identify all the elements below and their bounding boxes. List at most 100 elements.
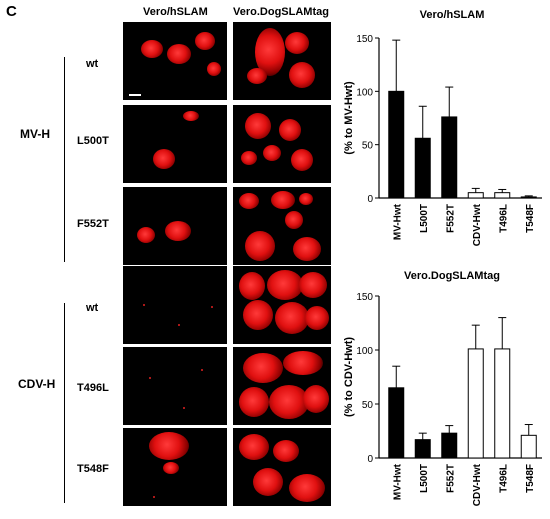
fluorescent-cell: [141, 40, 163, 58]
fluorescent-cell: [239, 434, 269, 460]
bar: [441, 432, 458, 459]
fluorescent-cell: [267, 270, 303, 300]
micrograph: [233, 187, 331, 265]
x-tick-label: L500T: [419, 204, 430, 233]
fluorescent-speck: [149, 377, 151, 379]
row-label-t548f: T548F: [77, 463, 109, 475]
fluorescent-cell: [245, 113, 271, 139]
fluorescent-cell: [167, 44, 191, 64]
bar: [441, 116, 458, 199]
chart-title: Vero/hSLAM: [420, 9, 485, 21]
fluorescent-cell: [247, 68, 267, 84]
x-tick-label: MV-Hwt: [392, 203, 403, 240]
y-tick-label: 0: [367, 194, 373, 205]
y-tick-label: 50: [362, 400, 374, 411]
y-axis-label: (% to CDV-Hwt): [343, 337, 355, 417]
micrograph: [123, 22, 227, 100]
fluorescent-cell: [239, 387, 269, 417]
bar: [388, 387, 405, 459]
cdv-h-bracket-line: [64, 303, 65, 503]
bar: [467, 192, 484, 199]
micrograph: [233, 347, 331, 425]
x-tick-label: T548F: [525, 464, 536, 493]
y-tick-label: 150: [356, 34, 373, 45]
fluorescent-cell: [293, 237, 321, 261]
fluorescent-cell: [241, 151, 257, 165]
fluorescent-cell: [245, 231, 275, 261]
fluorescent-cell: [183, 111, 199, 121]
fluorescent-cell: [243, 353, 283, 383]
micrograph: [233, 22, 331, 100]
row-label-l500t: L500T: [77, 135, 109, 147]
micrograph: [123, 105, 227, 183]
fluorescent-speck: [178, 324, 180, 326]
y-tick-label: 150: [356, 292, 373, 303]
fluorescent-cell: [163, 462, 179, 474]
micrograph: [123, 428, 227, 506]
micrograph: [123, 347, 227, 425]
x-tick-label: T496L: [498, 464, 509, 493]
fluorescent-cell: [165, 221, 191, 241]
fluorescent-cell: [283, 351, 323, 375]
panel-letter: C: [6, 3, 17, 20]
fluorescent-cell: [137, 227, 155, 243]
fluorescent-cell: [299, 272, 327, 298]
bar: [494, 192, 511, 199]
bar-chart-vero-dogslamtag: Vero.DogSLAMtag (% to CDV-Hwt) 0 50 100 150…: [343, 270, 542, 506]
fluorescent-cell: [303, 385, 329, 413]
y-tick-label: 100: [356, 346, 373, 357]
bar: [388, 90, 405, 199]
fluorescent-cell: [263, 145, 281, 161]
x-tick-label: CDV-Hwt: [472, 203, 483, 246]
fluorescent-cell: [291, 149, 313, 171]
x-tick-label: T496L: [498, 204, 509, 233]
group-label-mv-h: MV-H: [20, 127, 50, 141]
micrograph: [233, 428, 331, 506]
y-tick-label: 100: [356, 87, 373, 98]
row-label-f552t: F552T: [77, 218, 109, 230]
column-header-vero-dogslamtag: Vero.DogSLAMtag: [233, 6, 329, 18]
micrograph: [233, 266, 331, 344]
fluorescent-cell: [285, 32, 309, 54]
y-tick-label: 0: [367, 454, 373, 465]
bar: [414, 439, 431, 459]
row-label-t496l: T496L: [77, 382, 109, 394]
fluorescent-speck: [183, 407, 185, 409]
bar-chart-vero-hslam: Vero/hSLAM (% to MV-Hwt) 0 50 100 150 MV-Hwt…: [343, 9, 542, 246]
row-label-cdv-wt: wt: [86, 302, 99, 314]
fluorescent-cell: [289, 474, 325, 502]
bar: [494, 348, 511, 459]
fluorescent-speck: [211, 306, 213, 308]
x-tick-label: T548F: [525, 204, 536, 233]
fluorescent-cell: [279, 119, 301, 141]
y-axis-label: (% to MV-Hwt): [343, 81, 355, 155]
fluorescent-cell: [253, 468, 283, 496]
x-tick-label: F552T: [445, 204, 456, 233]
fluorescent-cell: [299, 193, 313, 205]
fluorescent-cell: [269, 385, 309, 419]
fluorescent-cell: [305, 306, 329, 330]
fluorescent-speck: [201, 369, 203, 371]
bar: [520, 434, 537, 459]
fluorescent-cell: [195, 32, 215, 50]
micrograph: [123, 266, 227, 344]
chart-title: Vero.DogSLAMtag: [404, 270, 500, 282]
fluorescent-speck: [153, 496, 155, 498]
y-tick-label: 50: [362, 141, 374, 152]
fluorescent-cell: [273, 440, 299, 462]
fluorescent-cell: [285, 211, 303, 229]
fluorescent-cell: [275, 302, 309, 334]
fluorescent-cell: [289, 62, 315, 88]
fluorescent-cell: [271, 191, 295, 209]
fluorescent-speck: [143, 304, 145, 306]
micrograph: [233, 105, 331, 183]
x-tick-label: F552T: [445, 464, 456, 493]
micrograph: [123, 187, 227, 265]
fluorescent-cell: [207, 62, 221, 76]
row-label-mv-wt: wt: [86, 58, 99, 70]
x-tick-label: L500T: [419, 464, 430, 493]
fluorescent-cell: [239, 272, 265, 300]
fluorescent-cell: [149, 432, 189, 460]
scale-bar: [129, 94, 141, 96]
mv-h-bracket-line: [64, 57, 65, 262]
